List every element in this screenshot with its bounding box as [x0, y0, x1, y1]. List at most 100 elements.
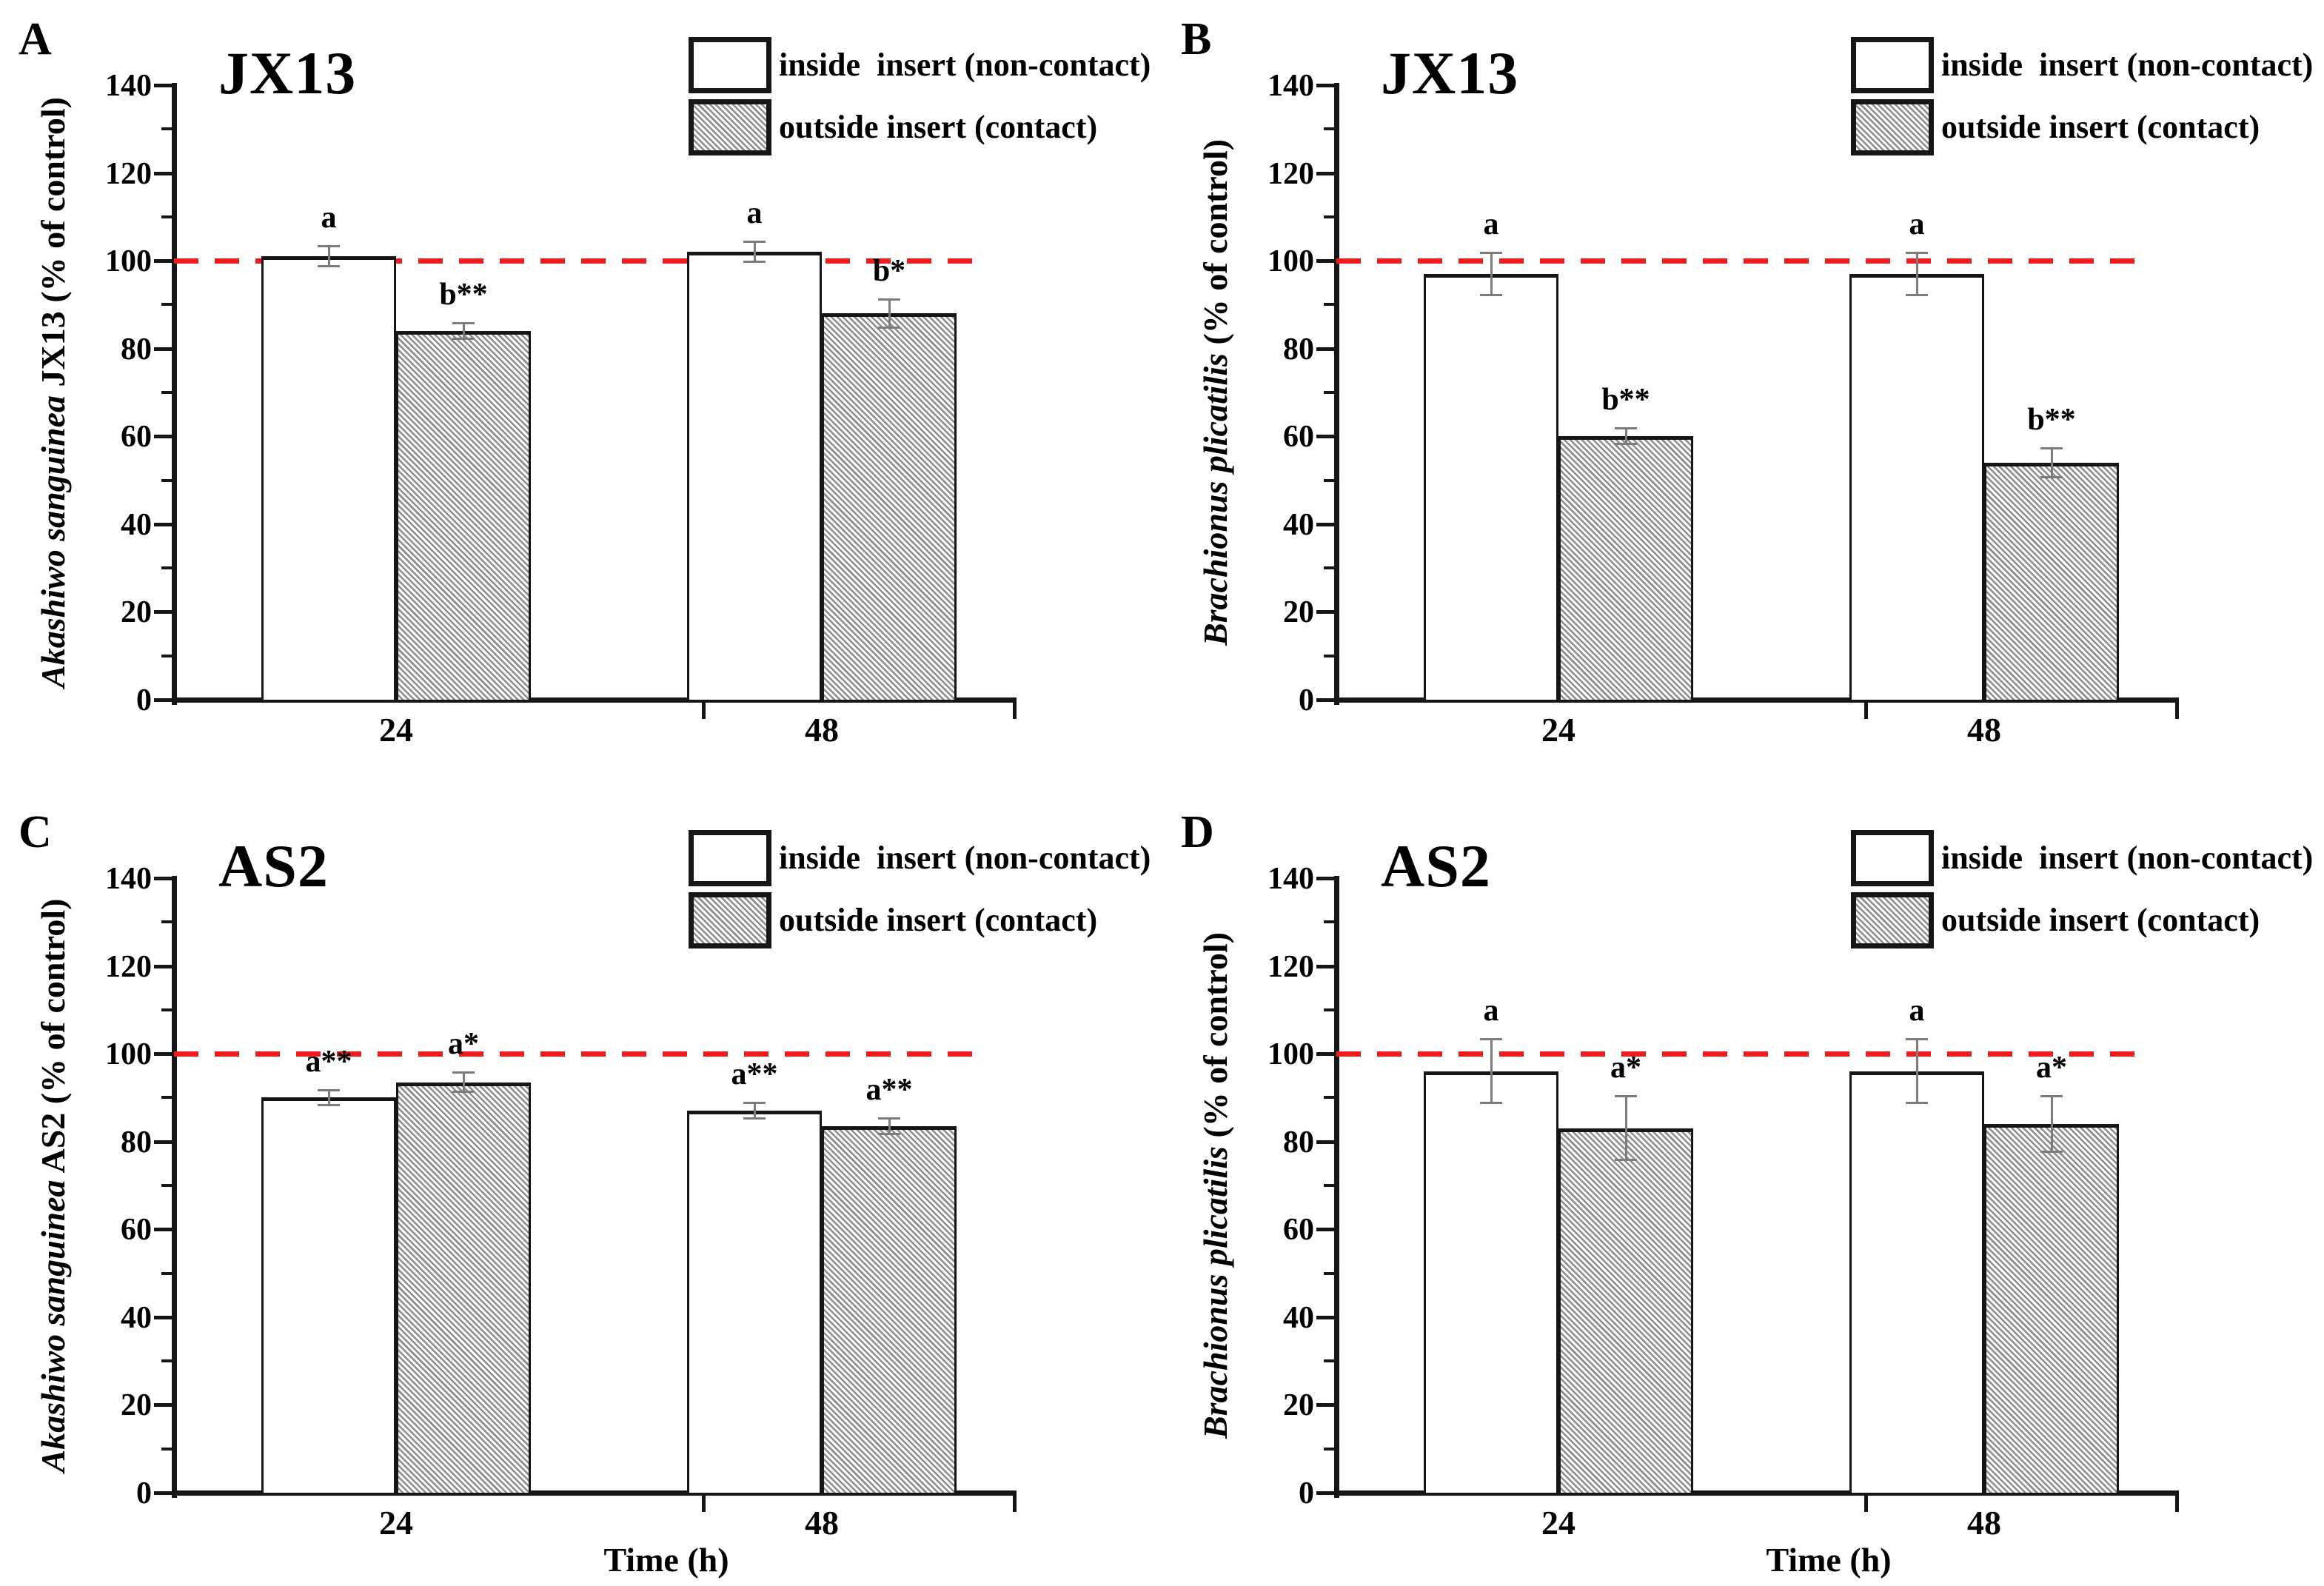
- error-bar: [1480, 1038, 1502, 1105]
- y-minor-tick: [161, 920, 172, 924]
- significance-label: a**: [305, 1044, 352, 1079]
- y-major-tick: [1316, 877, 1334, 880]
- y-axis-line: [1334, 876, 1339, 1498]
- error-bar-cap-top: [878, 1117, 900, 1120]
- x-axis-title: Time (h): [603, 1541, 729, 1579]
- x-tick: [1864, 1496, 1868, 1512]
- y-minor-tick: [1324, 566, 1334, 570]
- legend-swatch-inside: [1851, 830, 1934, 886]
- x-axis-line: [1334, 697, 2179, 703]
- legend-label-inside: inside insert (non-contact): [1941, 840, 2314, 876]
- error-bar-cap-bottom: [452, 337, 475, 340]
- error-bar-cap-bottom: [1480, 1102, 1502, 1105]
- y-major-tick: [154, 1228, 172, 1232]
- y-major-tick: [1316, 1403, 1334, 1408]
- y-axis-title-rest: (% of control): [1196, 138, 1234, 354]
- significance-label: b**: [1601, 383, 1650, 418]
- significance-label: a**: [731, 1057, 778, 1092]
- y-major-tick: [154, 171, 172, 175]
- y-major-tick: [154, 347, 172, 351]
- legend-swatch-outside: [1851, 99, 1934, 155]
- x-tick: [1864, 703, 1868, 719]
- error-bar: [452, 1071, 475, 1094]
- error-bar: [1906, 252, 1928, 296]
- error-bar: [2040, 447, 2063, 478]
- y-tick-label: 40: [121, 507, 152, 542]
- y-tick-label: 80: [121, 1125, 152, 1160]
- error-bar-cap-top: [743, 1102, 766, 1105]
- error-bar: [743, 241, 766, 264]
- y-minor-tick: [1324, 1447, 1334, 1451]
- error-bar-cap-top: [452, 1071, 475, 1074]
- error-bar-cap-top: [1615, 1095, 1637, 1098]
- error-bar-stem: [1915, 252, 1918, 296]
- reference-line-100: [1336, 258, 2151, 264]
- reference-line-100: [1336, 1051, 2151, 1057]
- significance-label: a: [1483, 207, 1499, 242]
- y-tick-label: 100: [105, 244, 152, 279]
- error-bar-cap-bottom: [878, 1132, 900, 1135]
- y-major-tick: [1316, 1228, 1334, 1232]
- y-tick-label: 60: [1283, 1213, 1314, 1248]
- y-tick-label: 40: [1283, 507, 1314, 542]
- significance-label: a: [746, 196, 763, 231]
- bar-inside-insert: [1424, 273, 1558, 702]
- legend-swatch-outside: [689, 99, 771, 155]
- x-tick: [1013, 703, 1017, 719]
- y-tick-label: 120: [105, 156, 152, 191]
- error-bar-cap-top: [1480, 252, 1502, 255]
- bar-outside-insert: [822, 313, 957, 702]
- y-minor-tick: [1324, 1096, 1334, 1100]
- y-axis-title-species: Akashiwo sanguinea: [34, 1180, 72, 1473]
- legend-label-outside: outside insert (contact): [779, 902, 1098, 938]
- y-major-tick: [1316, 1491, 1334, 1495]
- error-bar-cap-bottom: [1906, 293, 1928, 296]
- legend-item-outside-insert: outside insert (contact): [1851, 891, 2310, 950]
- y-tick-label: 0: [1299, 683, 1314, 717]
- error-bar-cap-top: [2040, 447, 2063, 450]
- panel-letter: B: [1181, 14, 1212, 64]
- error-bar-cap-top: [1906, 1038, 1928, 1041]
- y-major-tick: [1316, 964, 1334, 968]
- error-bar: [1615, 1095, 1637, 1162]
- y-axis-title: Brachionus plicatilis (% of control): [1196, 932, 1234, 1439]
- bar-outside-insert: [1984, 1124, 2119, 1495]
- y-tick-label: 20: [1283, 1388, 1314, 1423]
- y-major-tick: [154, 435, 172, 439]
- y-minor-tick: [1324, 654, 1334, 658]
- error-bar: [878, 298, 900, 329]
- significance-label: b**: [2027, 403, 2076, 438]
- bar-outside-insert: [1558, 436, 1693, 702]
- error-bar-cap-bottom: [318, 1104, 340, 1107]
- legend-item-outside-insert: outside insert (contact): [689, 98, 1148, 157]
- panel-title: JX13: [218, 39, 357, 107]
- legend: inside insert (non-contact) outside inser…: [1851, 36, 2313, 169]
- y-minor-tick: [161, 1359, 172, 1363]
- bar-inside-insert: [1849, 273, 1984, 702]
- y-minor-tick: [161, 654, 172, 658]
- y-axis-title: Brachionus plicatilis (% of control): [1196, 138, 1234, 646]
- error-bar-cap-top: [318, 1088, 340, 1091]
- bar-inside-insert: [261, 1097, 396, 1495]
- y-tick-label: 80: [121, 332, 152, 367]
- y-minor-tick: [161, 1096, 172, 1100]
- y-tick-label: 20: [121, 1388, 152, 1423]
- panel-title: JX13: [1381, 39, 1519, 107]
- y-axis-title: Akashiwo sanguinea AS2 (% of control): [34, 899, 72, 1473]
- chart-panel-B: B JX13 0 20 40 60 80 100 120 140 24 a b** 48 a b** Brach…: [1162, 0, 2324, 793]
- error-bar: [318, 1088, 340, 1107]
- error-bar-stem: [1490, 252, 1493, 296]
- significance-label: a: [321, 201, 337, 235]
- y-major-tick: [1316, 522, 1334, 526]
- y-major-tick: [154, 1052, 172, 1057]
- error-bar-stem: [888, 298, 891, 329]
- y-minor-tick: [161, 566, 172, 570]
- y-major-tick: [154, 964, 172, 968]
- legend: inside insert (non-contact) outside inser…: [689, 829, 1151, 962]
- error-bar-cap-top: [1615, 427, 1637, 430]
- y-tick-label: 60: [121, 420, 152, 455]
- x-category-label: 24: [379, 711, 413, 749]
- y-minor-tick: [1324, 1008, 1334, 1011]
- x-axis-line: [1334, 1490, 2179, 1496]
- legend-item-inside-insert: inside insert (non-contact): [1851, 829, 2314, 888]
